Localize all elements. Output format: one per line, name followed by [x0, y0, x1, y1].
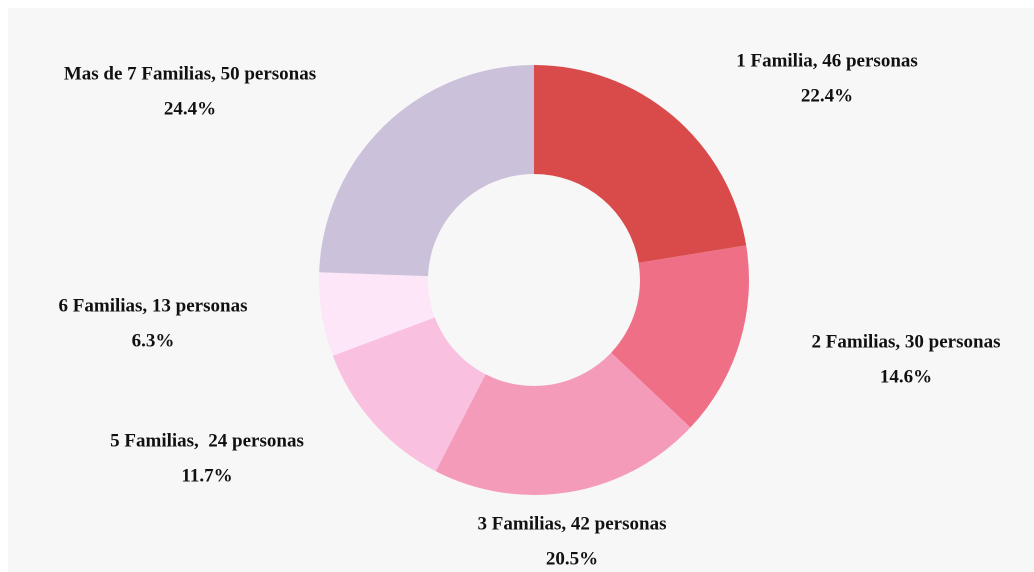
- slice-label: 2 Familias, 30 personas: [812, 331, 1001, 352]
- slice-label: 1 Familia, 46 personas: [736, 50, 918, 71]
- donut-slice: [319, 65, 534, 277]
- donut-slice: [332, 317, 486, 472]
- slice-label: 5 Familias, 24 personas: [110, 430, 304, 451]
- donut-slice: [319, 272, 435, 356]
- donut-slice: [534, 65, 747, 263]
- slice-label: 6 Familias, 13 personas: [59, 295, 248, 316]
- slice-label: Mas de 7 Familias, 50 personas: [64, 63, 316, 84]
- donut-slice: [611, 245, 749, 428]
- donut-slice: [435, 352, 691, 495]
- slice-value-label: 11.7%: [181, 465, 232, 486]
- slice-value-label: 20.5%: [546, 548, 598, 569]
- slice-value-label: 6.3%: [132, 330, 175, 351]
- slice-value-label: 14.6%: [880, 366, 932, 387]
- slice-label: 3 Familias, 42 personas: [478, 513, 667, 534]
- slice-value-label: 24.4%: [164, 98, 216, 119]
- slice-value-label: 22.4%: [801, 85, 853, 106]
